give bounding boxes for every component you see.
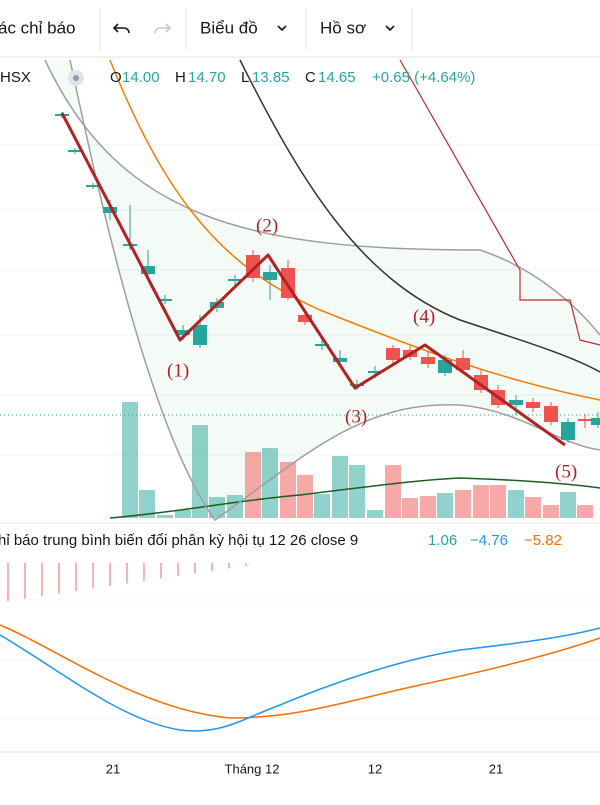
candle-body [386, 348, 400, 360]
redo-icon [154, 23, 172, 34]
wave-label: (5) [555, 461, 577, 482]
volume-bar [314, 494, 330, 518]
volume-bar [543, 505, 559, 518]
candle-body [158, 299, 172, 301]
low-label: L [241, 69, 249, 86]
upper-envelope [399, 59, 600, 346]
change-value: +0.65 (+4.64%) [372, 69, 475, 86]
volume-bar [157, 515, 173, 518]
indicators-button[interactable]: ác chỉ báo [0, 18, 76, 37]
volume-bar [385, 465, 401, 518]
candle-body [68, 150, 82, 152]
candle-body [298, 315, 312, 322]
candle-body [561, 422, 575, 440]
candle-body [591, 418, 600, 425]
x-tick-label: 12 [368, 761, 382, 776]
profile-menu[interactable]: Hồ sơ [320, 18, 366, 37]
close-label: C [305, 69, 316, 86]
ma-long [239, 59, 600, 373]
candle-body [86, 185, 100, 187]
volume-bar [367, 510, 383, 518]
volume-bar [332, 456, 348, 518]
volume-bar [122, 402, 138, 518]
candle-body [456, 358, 470, 370]
chevron [385, 25, 395, 32]
wave-label: (2) [256, 215, 278, 236]
macd-title: hỉ báo trung bình biến đổi phân kỳ hội t… [0, 532, 358, 549]
volume-bar [560, 492, 576, 518]
candle-body [176, 330, 190, 335]
volume-bar [139, 490, 155, 518]
signal-curve [0, 624, 600, 719]
upper-band [44, 59, 600, 336]
volume-bar [175, 510, 191, 518]
open-value: 14.00 [122, 69, 160, 86]
volume-bar [262, 448, 278, 518]
volume-bar [349, 465, 365, 518]
volume-bar [280, 462, 296, 518]
macd-line: −4.76 [470, 532, 508, 549]
candle-body [526, 402, 540, 408]
volume-bar [402, 498, 418, 518]
candle-body [421, 357, 435, 364]
candle-body [263, 272, 277, 280]
volume-bar [577, 505, 593, 518]
high-value: 14.70 [188, 69, 226, 86]
x-tick-label: Tháng 12 [225, 761, 280, 776]
x-tick-label: 21 [106, 761, 120, 776]
volume-bar [490, 485, 506, 518]
wave-label: (4) [413, 306, 435, 327]
volume-bar [192, 425, 208, 518]
lower-band [69, 59, 600, 522]
undo-icon[interactable] [112, 23, 130, 34]
candle-body [578, 419, 592, 421]
ma-mid [109, 59, 600, 401]
x-tick-label: 21 [489, 761, 503, 776]
open-label: O [110, 69, 122, 86]
volume-bar [245, 452, 261, 518]
chart-menu[interactable]: Biểu đồ [200, 18, 258, 37]
candle-body [103, 207, 117, 213]
candle-body [368, 371, 382, 373]
volume-bar [297, 475, 313, 518]
wave-line [60, 112, 566, 447]
candle-body [141, 266, 155, 274]
toolbar [0, 0, 600, 57]
candle-body [509, 400, 523, 405]
candle-body [193, 325, 207, 345]
volume-bar [473, 485, 489, 518]
wave-label: (3) [345, 406, 367, 427]
chevron [277, 25, 287, 32]
volume-bar [420, 496, 436, 518]
volume-bar [209, 497, 225, 518]
volume-bar [525, 497, 541, 518]
status-dot-inner [73, 75, 79, 81]
candle-body [228, 279, 242, 281]
volume-ma [109, 477, 600, 519]
candle-body [350, 384, 364, 386]
volume-bar [455, 490, 471, 518]
low-value: 13.85 [252, 69, 290, 86]
candle-body [315, 344, 329, 346]
price-pane [0, 59, 600, 522]
macd-signal: −5.82 [524, 532, 562, 549]
wave-label: (1) [167, 360, 189, 381]
exchange: HSX [0, 69, 31, 86]
candle-body [333, 358, 347, 362]
macd-histogram: 1.06 [428, 532, 457, 549]
macd-curve [0, 627, 600, 732]
high-label: H [175, 69, 186, 86]
volume-bar [508, 490, 524, 518]
candle-body [544, 406, 558, 422]
close-value: 14.65 [318, 69, 356, 86]
macd-pane [0, 563, 600, 732]
volume-bar [437, 493, 453, 518]
